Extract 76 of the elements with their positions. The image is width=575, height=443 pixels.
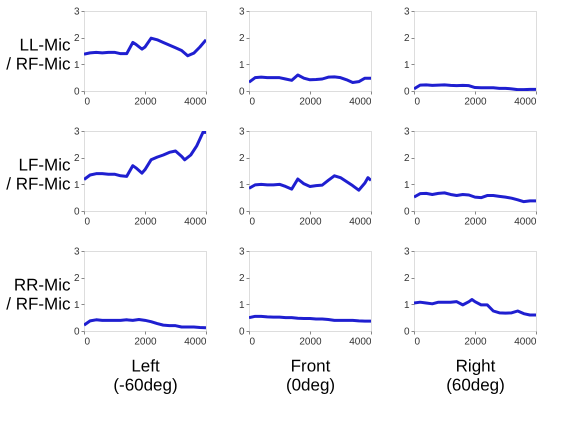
y-tick-label: 0 — [238, 326, 245, 338]
y-tick-label: 2 — [238, 273, 245, 284]
x-tick-label: 0 — [250, 96, 256, 108]
x-tick-label: 4000 — [514, 96, 537, 108]
y-tick-label: 3 — [74, 126, 80, 138]
x-tick-label: 0 — [250, 336, 256, 348]
x-axis-title: Front (0deg) — [286, 356, 336, 394]
line-series — [414, 298, 536, 316]
y-tick-label: 3 — [238, 126, 245, 138]
y-tick-label: 0 — [404, 206, 410, 218]
y-tick-label: 3 — [74, 246, 80, 258]
x-tick-label: 4000 — [349, 96, 372, 108]
x-tick-label: 4000 — [349, 216, 372, 228]
y-tick-label: 2 — [238, 33, 245, 44]
y-tick-label: 1 — [404, 60, 410, 71]
y-tick-label: 0 — [74, 86, 80, 98]
x-tick-label: 2000 — [134, 216, 158, 228]
y-axis-title: LL-Mic / RF-Mic — [6, 36, 71, 74]
line-series — [249, 174, 371, 192]
y-tick-label: 2 — [74, 153, 80, 164]
x-tick-label: 2000 — [134, 336, 158, 348]
y-tick-label: 1 — [74, 60, 80, 71]
x-tick-label: 0 — [414, 96, 420, 108]
x-tick-label: 4000 — [349, 336, 372, 348]
y-tick-label: 0 — [74, 326, 80, 338]
y-tick-label: 0 — [404, 86, 410, 98]
y-tick-label: 1 — [238, 180, 245, 191]
x-tick-label: 2000 — [299, 336, 322, 348]
y-tick-label: 3 — [238, 246, 245, 258]
y-tick-label: 3 — [404, 246, 410, 258]
x-tick-label: 0 — [414, 336, 420, 348]
y-tick-label: 2 — [74, 273, 80, 284]
y-tick-label: 2 — [238, 153, 245, 164]
y-tick-label: 2 — [404, 273, 410, 284]
y-tick-label: 0 — [238, 206, 245, 218]
x-tick-label: 2000 — [299, 216, 322, 228]
x-tick-label: 2000 — [299, 96, 322, 108]
line-series — [414, 191, 536, 204]
y-tick-label: 3 — [404, 6, 410, 18]
y-tick-label: 2 — [74, 33, 80, 44]
x-tick-label: 4000 — [184, 216, 207, 228]
x-tick-label: 4000 — [514, 336, 537, 348]
x-tick-label: 0 — [84, 96, 90, 108]
x-tick-label: 2000 — [464, 96, 488, 108]
x-tick-label: 2000 — [464, 336, 488, 348]
line-series — [84, 36, 206, 58]
x-tick-label: 0 — [250, 216, 256, 228]
x-axis-title: Left (-60deg) — [113, 356, 178, 394]
x-tick-label: 0 — [84, 336, 90, 348]
y-tick-label: 0 — [404, 326, 410, 338]
y-tick-label: 2 — [404, 33, 410, 44]
line-series — [84, 318, 206, 330]
y-tick-label: 1 — [74, 180, 80, 191]
y-tick-label: 3 — [404, 126, 410, 138]
x-tick-label: 4000 — [514, 216, 537, 228]
y-axis-title: RR-Mic / RF-Mic — [6, 276, 71, 314]
x-tick-label: 0 — [414, 216, 420, 228]
y-tick-label: 3 — [74, 6, 80, 18]
line-series — [249, 74, 371, 84]
y-tick-label: 1 — [404, 180, 410, 191]
line-series — [84, 131, 206, 182]
x-tick-label: 0 — [84, 216, 90, 228]
x-tick-label: 2000 — [134, 96, 158, 108]
y-tick-label: 2 — [404, 153, 410, 164]
y-tick-label: 3 — [238, 6, 245, 18]
x-tick-label: 2000 — [464, 216, 488, 228]
x-axis-title: Right (60deg) — [446, 356, 505, 394]
y-tick-label: 1 — [404, 300, 410, 311]
x-tick-label: 4000 — [184, 336, 207, 348]
x-tick-label: 4000 — [184, 96, 207, 108]
y-axis-title: LF-Mic / RF-Mic — [6, 156, 71, 194]
y-tick-label: 0 — [238, 86, 245, 98]
y-tick-label: 1 — [238, 300, 245, 311]
y-tick-label: 1 — [74, 300, 80, 311]
y-tick-label: 0 — [74, 206, 80, 218]
y-tick-label: 1 — [238, 60, 245, 71]
